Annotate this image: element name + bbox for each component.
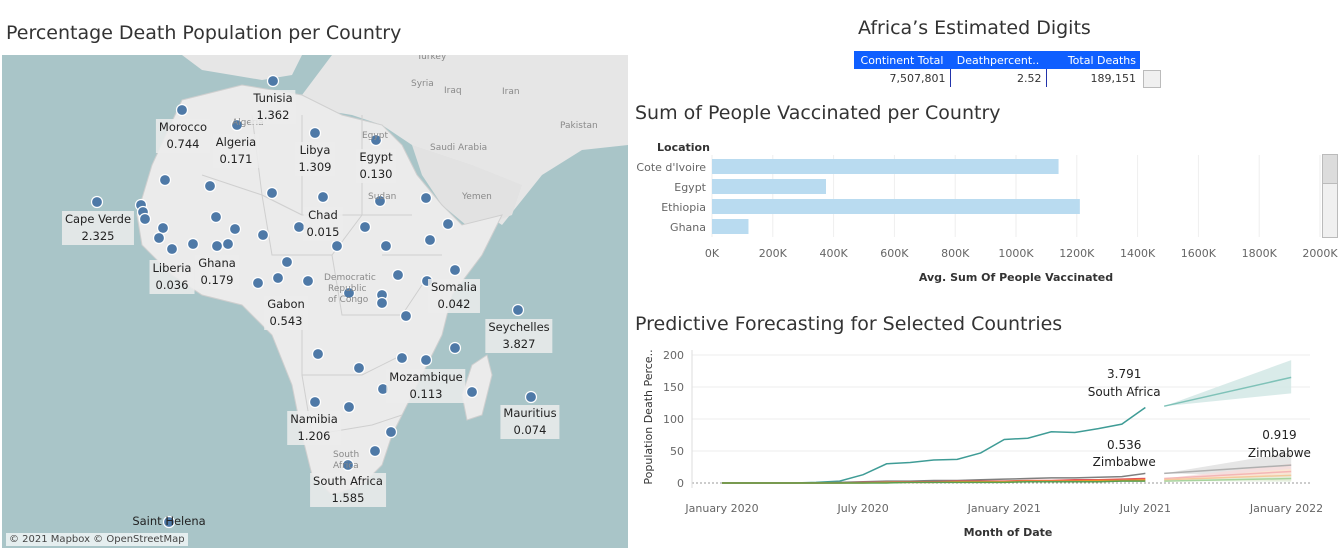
map-label-morocco: Morocco 0.744 bbox=[155, 119, 211, 153]
bar-chart-scroll-thumb[interactable] bbox=[1323, 155, 1337, 184]
forecast-line[interactable] bbox=[1164, 477, 1292, 482]
line-ytick-label: 150 bbox=[663, 381, 684, 394]
col-deathpercent[interactable]: Deathpercent.. bbox=[950, 51, 1046, 69]
bar-mark[interactable] bbox=[712, 179, 826, 194]
map-label-mauritius: Mauritius 0.074 bbox=[500, 405, 560, 439]
forecast-line-chart: Population Death Perce.. 0 50 100 150 200 Ja… bbox=[642, 349, 1323, 539]
col-continent-total[interactable]: Continent Total bbox=[854, 51, 950, 69]
cell-total-deaths: 189,151 bbox=[1090, 71, 1137, 85]
bar-xlabel: Avg. Sum Of People Vaccinated bbox=[919, 271, 1113, 284]
bar-chart-scrollbar[interactable] bbox=[1322, 154, 1338, 238]
series-line[interactable] bbox=[722, 480, 1146, 484]
forecast-line[interactable] bbox=[1164, 376, 1292, 407]
table-scrollbar[interactable] bbox=[1143, 70, 1161, 88]
vaccinated-title: Sum of People Vaccinated per Country bbox=[635, 102, 1001, 124]
annotation-label: South Africa bbox=[1088, 385, 1161, 399]
map-label-seychelles: Seychelles 3.827 bbox=[485, 319, 553, 353]
bar-xtick-label: 800K bbox=[941, 247, 970, 260]
bar-xtick-label: 1800K bbox=[1242, 247, 1278, 260]
map-label-liberia: Liberia 0.036 bbox=[149, 260, 195, 294]
bar-category-label: Cote d'Ivoire bbox=[636, 161, 706, 174]
geo-name-africa: Africa bbox=[333, 461, 359, 471]
line-xlabel: Month of Date bbox=[964, 526, 1053, 539]
geo-name-drc-2: Republic bbox=[328, 284, 367, 294]
forecast-title: Predictive Forecasting for Selected Coun… bbox=[635, 313, 1063, 335]
geo-name-pakistan: Pakistan bbox=[560, 121, 598, 131]
geo-name-drc-3: of Congo bbox=[328, 295, 369, 305]
geo-name-drc-1: Democratic bbox=[324, 273, 376, 283]
bar-xtick-label: 600K bbox=[880, 247, 909, 260]
geo-name-algeria: Algeria bbox=[232, 118, 264, 128]
line-xtick-label: January 2022 bbox=[1249, 502, 1323, 515]
forecast-band bbox=[1164, 360, 1292, 407]
annotation-label: Zimbabwe bbox=[1248, 446, 1311, 460]
bar-xtick-label: 0K bbox=[705, 247, 720, 260]
bar-category-label: Egypt bbox=[674, 181, 706, 194]
geo-name-iran: Iran bbox=[502, 87, 520, 97]
map-title: Percentage Death Population per Country bbox=[6, 22, 402, 44]
map-label-algeria: Algeria 0.171 bbox=[212, 134, 260, 168]
annotation-label: Zimbabwe bbox=[1093, 455, 1156, 469]
line-ytick-label: 100 bbox=[663, 413, 684, 426]
map-label-mozambique: Mozambique 0.113 bbox=[386, 369, 466, 403]
geo-name-yemen: Yemen bbox=[462, 192, 492, 202]
bar-xtick-label: 1200K bbox=[1059, 247, 1095, 260]
col-total-deaths[interactable]: Total Deaths bbox=[1046, 51, 1140, 69]
cell-continent-total: 7,507,801 bbox=[854, 69, 951, 87]
country-dots bbox=[90, 74, 538, 529]
bar-xtick-label: 200K bbox=[759, 247, 788, 260]
bar-xtick-label: 1400K bbox=[1120, 247, 1156, 260]
digits-table: Continent Total Deathpercent.. Total Dea… bbox=[854, 51, 1140, 87]
bar-category-label: Ethiopia bbox=[661, 201, 706, 214]
map-label-libya: Libya 1.309 bbox=[295, 142, 335, 176]
map-label-somalia: Somalia 0.042 bbox=[427, 279, 481, 313]
africa-map[interactable]: Turkey Iraq Iran Syria Egypt Algeria Sau… bbox=[2, 55, 628, 548]
geo-name-south: South bbox=[333, 450, 360, 460]
bar-xtick-label: 1000K bbox=[998, 247, 1034, 260]
bar-xtick-label: 1600K bbox=[1181, 247, 1217, 260]
map-label-ghana: Ghana 0.179 bbox=[195, 255, 239, 289]
geo-name-iraq: Iraq bbox=[444, 86, 462, 96]
bar-mark[interactable] bbox=[712, 199, 1080, 214]
line-ytick-label: 50 bbox=[670, 445, 684, 458]
cell-deathpercent: 2.52 bbox=[950, 69, 1047, 87]
geo-name-egypt: Egypt bbox=[362, 131, 388, 141]
map-label-chad: Chad 0.015 bbox=[303, 207, 343, 241]
row-header-location: Location bbox=[657, 141, 710, 154]
map-attribution[interactable]: © 2021 Mapbox © OpenStreetMap bbox=[6, 533, 188, 546]
geo-name-turkey: Turkey bbox=[417, 55, 447, 62]
forecast-line[interactable] bbox=[1164, 464, 1292, 475]
map-label-cape-verde: Cape Verde 2.325 bbox=[61, 211, 135, 245]
forecast-line[interactable] bbox=[1164, 470, 1292, 480]
geo-name-syria: Syria bbox=[411, 79, 434, 89]
line-ylabel: Population Death Perce.. bbox=[642, 349, 655, 484]
map-label-south-africa: South Africa 1.585 bbox=[310, 473, 386, 507]
line-xtick-label: July 2021 bbox=[1119, 502, 1171, 515]
bar-mark[interactable] bbox=[712, 219, 749, 234]
map-label-egypt: Egypt 0.130 bbox=[356, 149, 396, 183]
vaccinated-bar-chart: Location Cote d'Ivoire Egypt Ethiopia Ghana… bbox=[636, 141, 1338, 284]
annotation-value: 0.536 bbox=[1107, 438, 1141, 452]
annotation-value: 0.919 bbox=[1262, 428, 1296, 442]
line-xtick-label: January 2020 bbox=[684, 502, 758, 515]
digits-title: Africa’s Estimated Digits bbox=[858, 17, 1091, 39]
geo-name-saudi-arabia: Saudi Arabia bbox=[430, 143, 488, 153]
map-label-saint-helena: Saint Helena bbox=[132, 514, 206, 528]
map-label-tunisia: Tunisia 1.362 bbox=[250, 90, 296, 124]
forecast-line[interactable] bbox=[1164, 474, 1292, 481]
bar-category-label: Ghana bbox=[670, 221, 706, 234]
line-xtick-label: July 2020 bbox=[836, 502, 888, 515]
bar-xtick-label: 2000K bbox=[1302, 247, 1338, 260]
map-label-gabon: Gabon 0.543 bbox=[264, 296, 308, 330]
line-ytick-label: 200 bbox=[663, 349, 684, 362]
geo-name-sudan: Sudan bbox=[368, 192, 397, 202]
line-xtick-label: January 2021 bbox=[967, 502, 1041, 515]
annotation-value: 3.791 bbox=[1107, 367, 1141, 381]
bar-mark[interactable] bbox=[712, 159, 1059, 174]
bar-xtick-label: 400K bbox=[819, 247, 848, 260]
map-label-namibia: Namibia 1.206 bbox=[287, 411, 341, 445]
line-ytick-label: 0 bbox=[677, 477, 684, 490]
